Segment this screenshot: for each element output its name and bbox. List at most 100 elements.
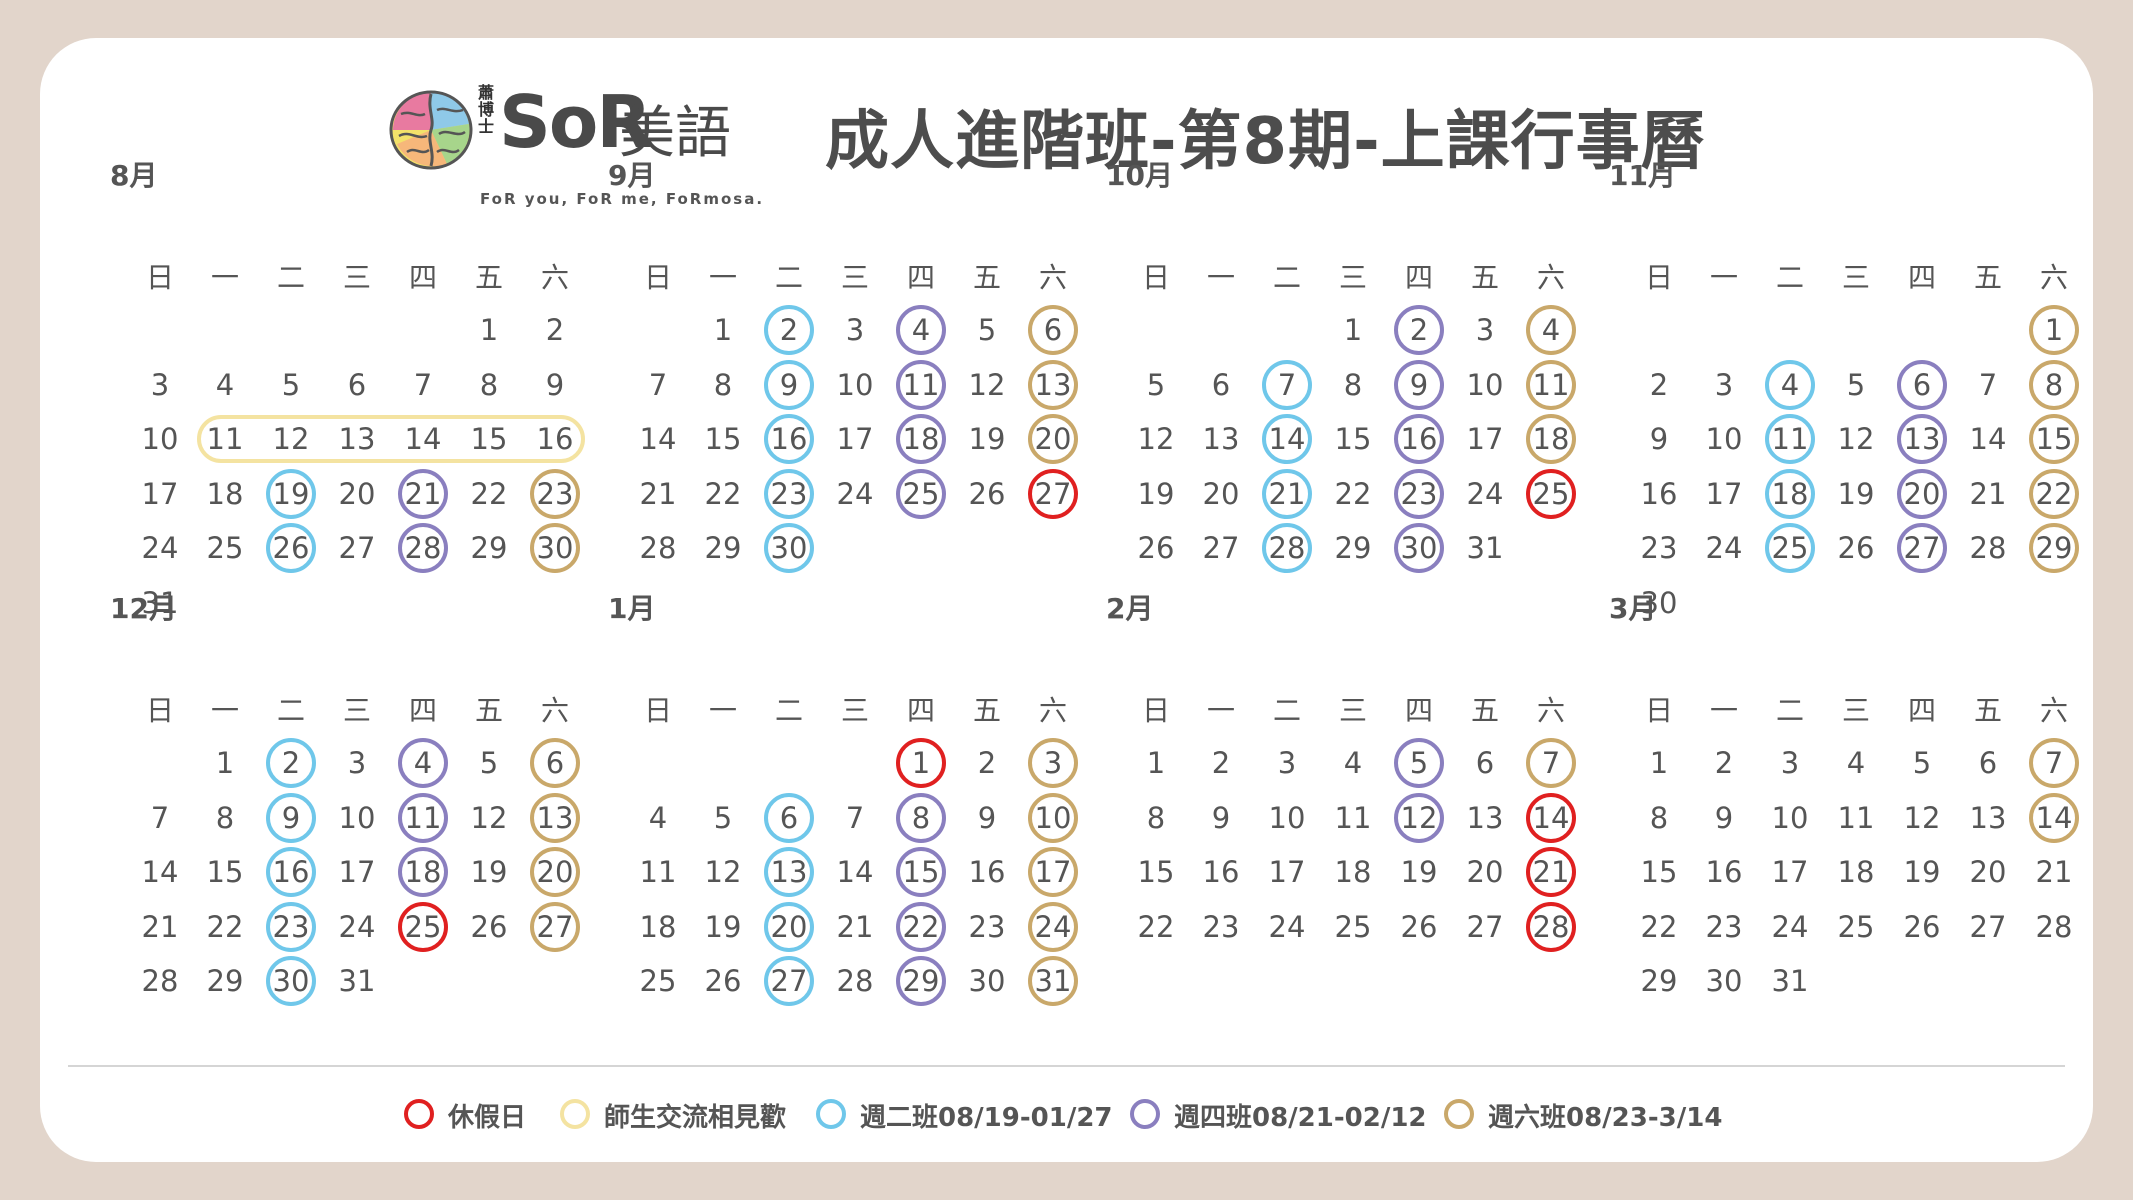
day-cell: 3 (1780, 746, 1800, 780)
weekday-label: 五 (972, 694, 1001, 727)
day-cell: 12 (968, 367, 1006, 402)
weekday-label: 四 (408, 694, 437, 727)
day-cell: 22 (1137, 909, 1175, 944)
day-cell: 27 (1202, 531, 1240, 565)
weekday-label: 日 (643, 261, 672, 294)
weekday-label: 六 (540, 694, 569, 727)
day-cell: 13 (1466, 800, 1504, 835)
day-sat-class: 27 (530, 901, 580, 952)
day-thu-class: 4 (398, 738, 448, 788)
day-cell: 17 (1466, 422, 1504, 456)
day-cell: 25 (639, 964, 677, 998)
weekday-label: 二 (1775, 261, 1804, 294)
legend-label: 週六班08/23-3/14 (1488, 1103, 1723, 1133)
weekday-label: 四 (1907, 261, 1936, 294)
day-cell: 18 (1837, 855, 1875, 889)
day-cell: 16 (536, 422, 574, 456)
day-cell: 11 (1334, 800, 1372, 835)
day-cell: 11 (639, 855, 677, 889)
day-cell: 1 (713, 313, 733, 347)
day-cell: 30 (1640, 585, 1678, 620)
day-cell: 6 (1211, 367, 1231, 402)
day-off-class: 21 (1526, 847, 1576, 897)
day-cell: 3 (845, 313, 865, 347)
day-cell: 14 (141, 855, 179, 889)
weekday-label: 二 (1272, 694, 1301, 727)
legend-label: 週二班08/19-01/27 (860, 1103, 1113, 1133)
day-cell: 12 (272, 422, 310, 456)
weekday-label: 五 (1973, 261, 2002, 294)
day-cell: 4 (648, 800, 668, 835)
day-tue-class: 11 (1765, 414, 1815, 464)
legend-circle-icon (560, 1099, 590, 1129)
legend-circle-icon (1130, 1099, 1160, 1129)
day-cell: 29 (206, 964, 244, 998)
weekday-label: 二 (1775, 694, 1804, 727)
calendar-card: 蕭博士 SoR 美語 FoR you, FoR me, FoRmosa. 成人進… (40, 38, 2093, 1162)
day-cell: 29 (1334, 531, 1372, 565)
day-thu-class: 20 (1897, 468, 1947, 519)
day-tue-class: 30 (764, 523, 814, 573)
day-cell: 10 (1268, 800, 1306, 835)
weekday-label: 二 (1272, 261, 1301, 294)
weekday-label: 一 (708, 261, 737, 294)
day-thu-class: 18 (398, 847, 448, 897)
day-off-class: 28 (1526, 901, 1576, 952)
day-thu-class: 18 (896, 414, 946, 464)
day-off-class: 1 (896, 738, 946, 788)
day-cell: 12 (1137, 422, 1175, 456)
day-cell: 18 (206, 476, 244, 511)
weekday-label: 日 (643, 694, 672, 727)
day-cell: 16 (1705, 855, 1743, 889)
day-tue-class: 30 (266, 956, 316, 1006)
month-name: 2月 (1106, 592, 1154, 625)
weekday-label: 日 (1141, 261, 1170, 294)
day-cell: 2 (1714, 746, 1734, 780)
day-cell: 11 (1837, 800, 1875, 835)
weekday-label: 六 (1536, 261, 1565, 294)
legend-circle-icon (816, 1099, 846, 1129)
day-cell: 1 (1146, 746, 1166, 780)
day-cell: 8 (215, 800, 235, 835)
day-cell: 10 (836, 367, 874, 402)
day-cell: 28 (2035, 909, 2073, 944)
weekday-label: 三 (840, 261, 869, 294)
day-thu-class: 9 (1394, 359, 1444, 410)
day-tue-class: 4 (1765, 359, 1815, 410)
day-sat-class: 30 (530, 523, 580, 573)
day-sat-class: 1 (2029, 305, 2079, 355)
day-cell: 22 (704, 476, 742, 511)
day-cell: 26 (1137, 531, 1175, 565)
month-6: 1月日一二三四五六 1 2 3 4 5 6 7 8 9 10 11 12 13 14 15 16 17 18 19 20… (602, 592, 1078, 1013)
day-cell: 3 (1714, 367, 1734, 402)
day-cell: 14 (836, 855, 874, 889)
day-cell: 25 (206, 531, 244, 565)
weekday-label: 一 (210, 261, 239, 294)
day-cell: 5 (1146, 367, 1166, 402)
day-sat-class: 11 (1526, 359, 1576, 410)
day-cell: 17 (338, 855, 376, 889)
day-cell: 13 (1202, 422, 1240, 456)
day-cell: 8 (479, 367, 499, 402)
weekday-label: 三 (1841, 694, 1870, 727)
weekday-label: 五 (1470, 694, 1499, 727)
day-sat-class: 20 (530, 847, 580, 897)
day-cell: 7 (413, 367, 433, 402)
day-cell: 29 (1640, 964, 1678, 998)
day-cell: 24 (1771, 909, 1809, 944)
day-cell: 21 (141, 909, 179, 944)
day-thu-class: 22 (896, 901, 946, 952)
day-cell: 3 (347, 746, 367, 780)
weekday-label: 日 (145, 694, 174, 727)
weekday-label: 日 (1141, 694, 1170, 727)
day-cell: 14 (404, 422, 442, 456)
day-cell: 19 (1903, 855, 1941, 889)
day-cell: 4 (1846, 746, 1866, 780)
day-tue-class: 21 (1262, 468, 1312, 519)
month-name: 12月 (110, 592, 177, 625)
day-cell: 9 (1211, 800, 1231, 835)
day-sat-class: 20 (1028, 414, 1078, 464)
day-cell: 14 (1969, 422, 2007, 456)
month-name: 10月 (1106, 159, 1173, 192)
month-4: 11月日一二三四五六 1 2 3 4 5 6 7 8 9 10 11 12 13 14 15 16 17 18 19 2… (1603, 159, 2079, 620)
